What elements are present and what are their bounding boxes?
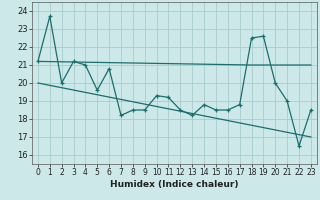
X-axis label: Humidex (Indice chaleur): Humidex (Indice chaleur) xyxy=(110,180,239,189)
